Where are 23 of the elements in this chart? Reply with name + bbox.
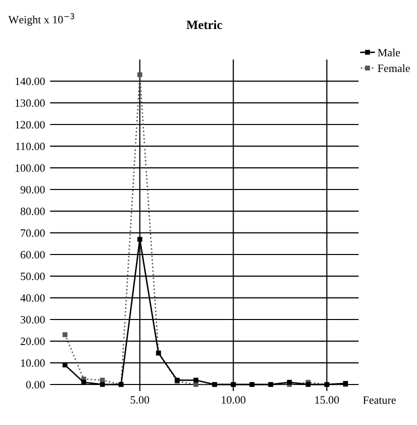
y-tick-label: 80.00 <box>20 208 45 216</box>
y-tick-label: 40.00 <box>20 294 45 302</box>
chart-title: Metric <box>186 20 222 30</box>
x-tick-label: 10.00 <box>222 396 246 404</box>
y-tick-label: 20.00 <box>20 338 45 346</box>
y-tick-label: 90.00 <box>20 186 45 194</box>
y-tick-label: 30.00 <box>20 316 45 324</box>
legend-label: Female <box>378 64 410 72</box>
x-tick-label: 5.00 <box>130 396 150 404</box>
y-tick-label: 140.00 <box>16 78 45 86</box>
legend-label: Male <box>378 48 400 56</box>
y-tick-label: 50.00 <box>20 272 45 280</box>
y-tick-label: 100.00 <box>16 164 45 172</box>
x-axis-title: Feature <box>363 396 396 404</box>
y-axis-title: Weight x 10$^{−3}$ <box>8 13 74 26</box>
x-tick-label: 15.00 <box>315 396 339 404</box>
y-tick-label: 60.00 <box>20 250 45 259</box>
y-tick-label: 110.00 <box>16 142 45 150</box>
y-tick-label: 10.00 <box>21 359 45 367</box>
y-tick-label: 120.00 <box>16 120 45 129</box>
y-tick-label: 130.00 <box>16 99 45 107</box>
y-tick-label: 70.00 <box>20 229 45 237</box>
y-tick-label: 0.00 <box>26 380 45 389</box>
